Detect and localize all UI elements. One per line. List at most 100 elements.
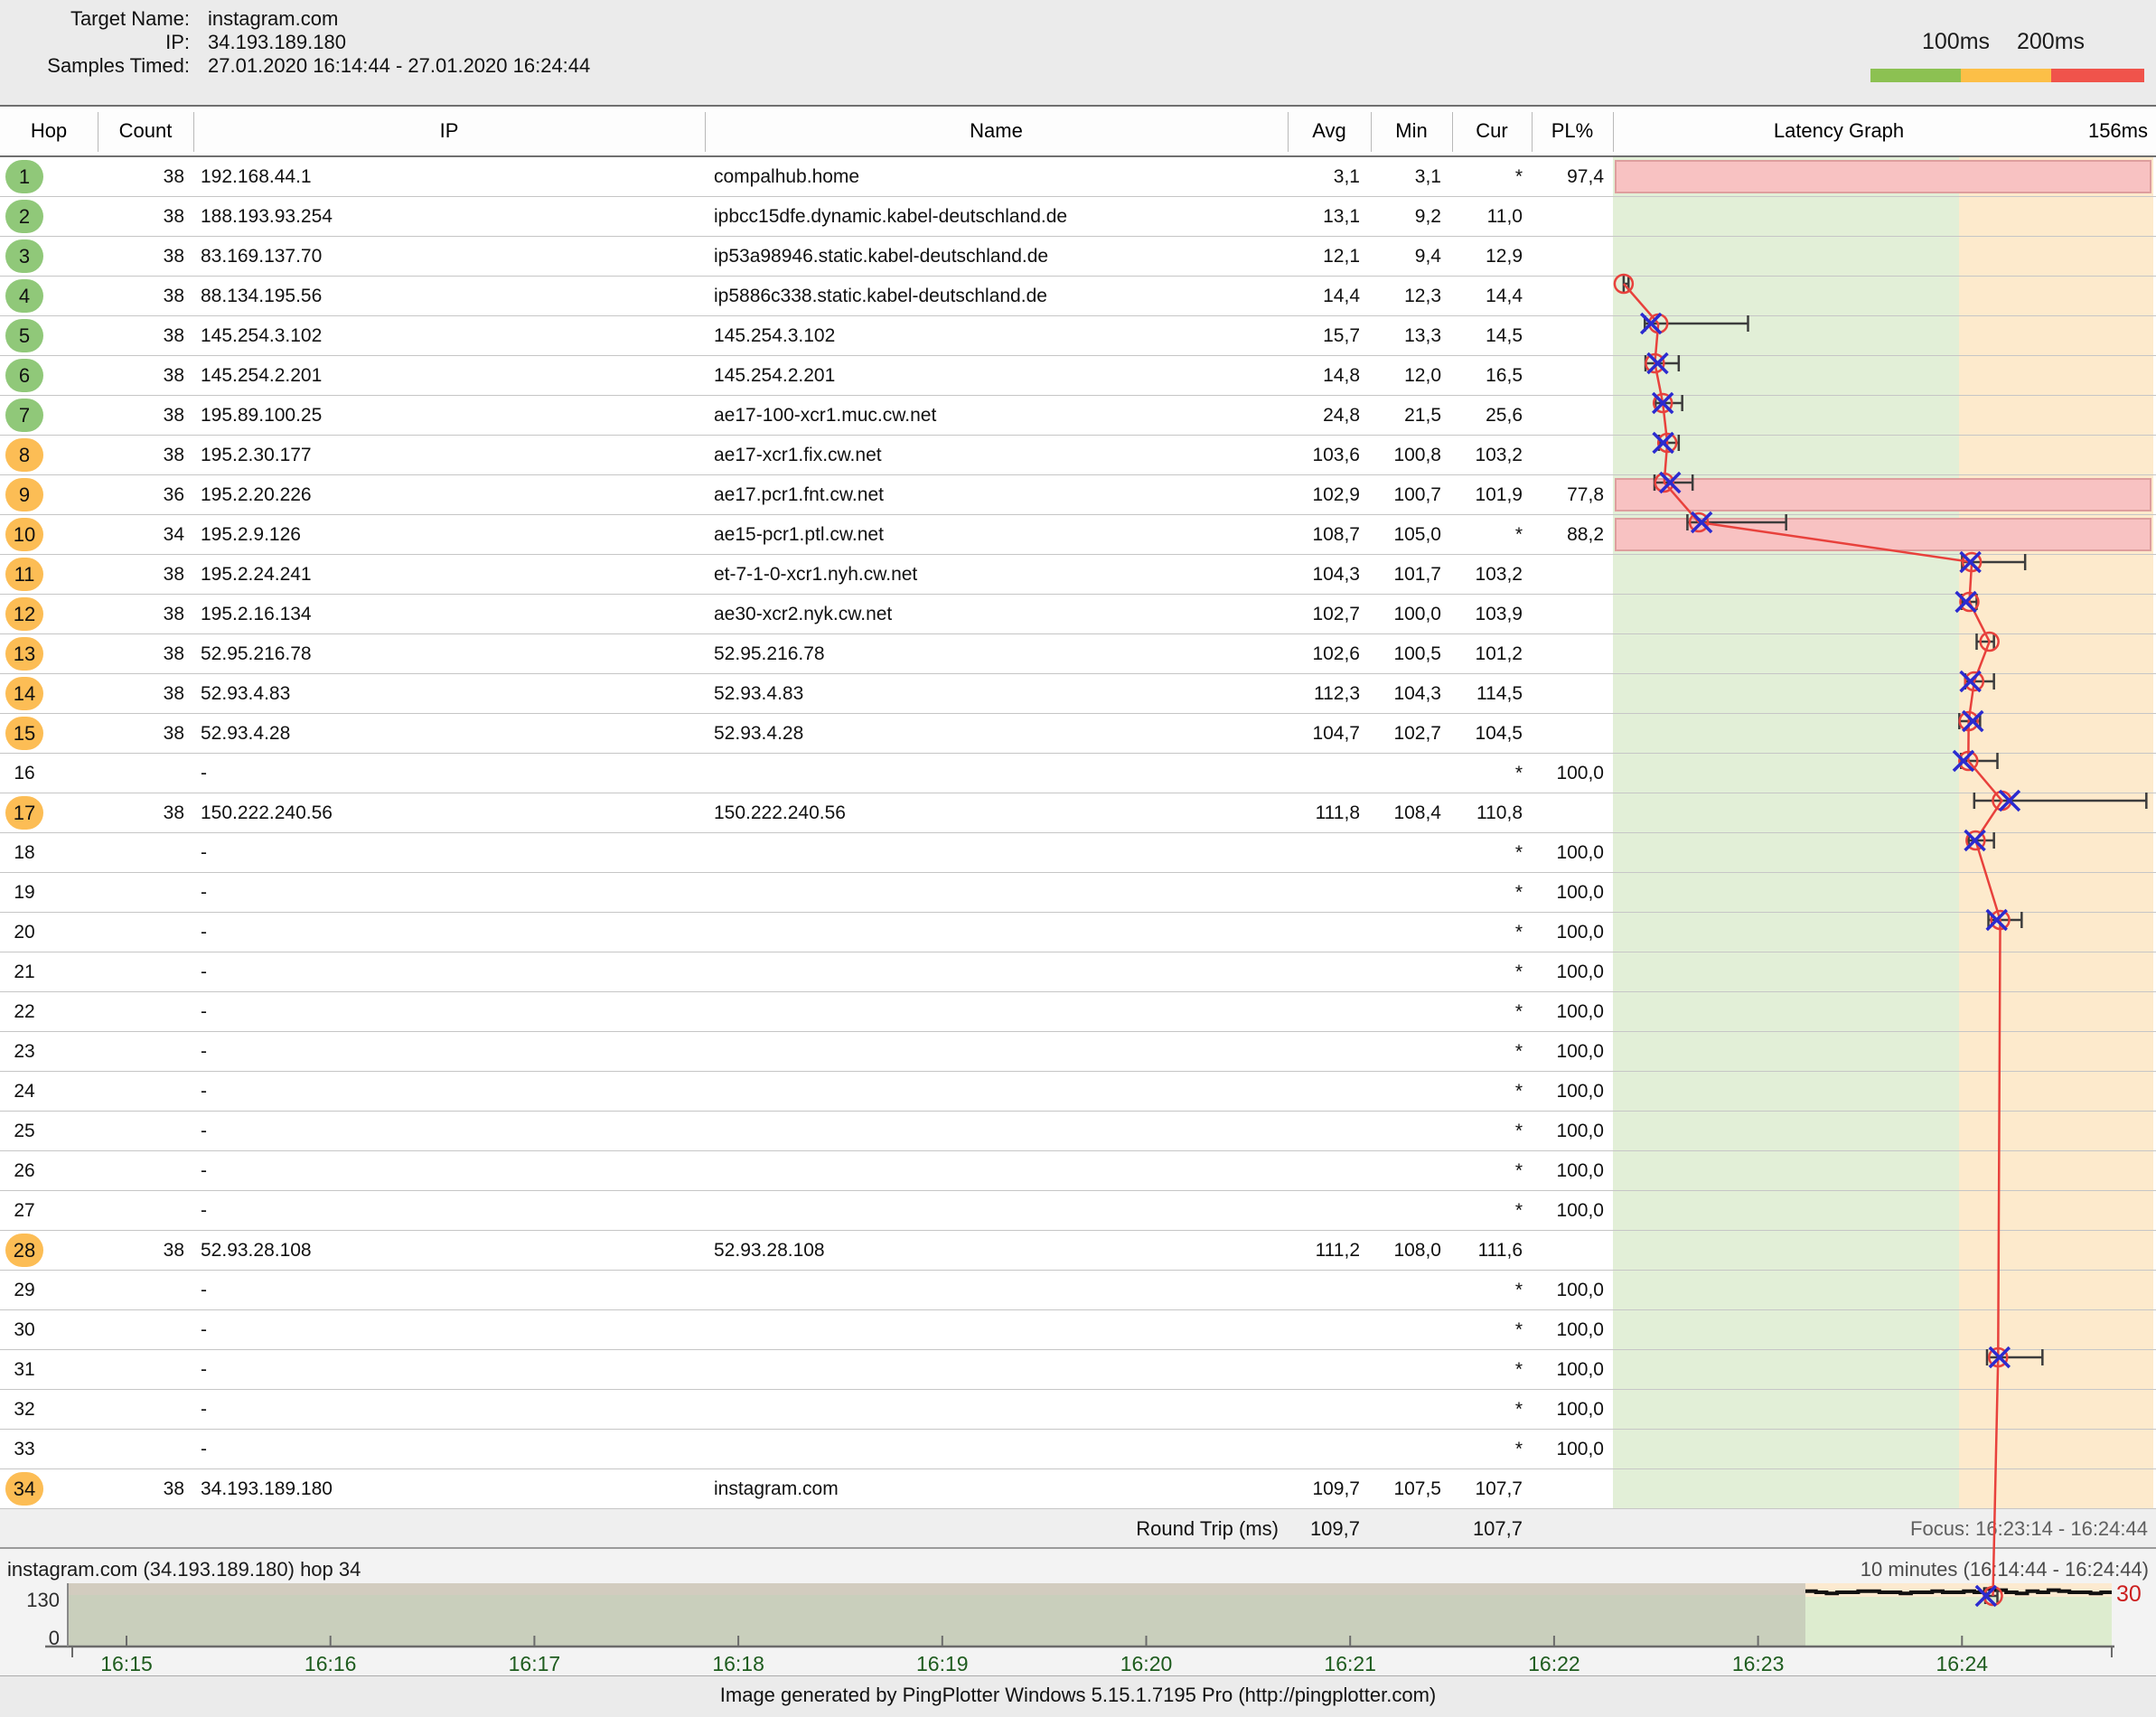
legend-yellow-segment: [1961, 69, 2051, 82]
trace-row-hop-25[interactable]: 25 - * 100,0: [0, 1112, 2156, 1151]
target-name-value: instagram.com: [208, 7, 339, 30]
col-header-ip[interactable]: IP: [439, 119, 459, 142]
cell-ip: 195.2.24.241: [201, 564, 312, 585]
trace-row-hop-17[interactable]: 17 38 150.222.240.56 150.222.240.56 111,8 108…: [0, 793, 2156, 833]
trace-row-hop-32[interactable]: 32 - * 100,0: [0, 1390, 2156, 1430]
trace-row-hop-21[interactable]: 21 - * 100,0: [0, 952, 2156, 992]
cell-count: [98, 992, 184, 1031]
cell-avg: 102,9: [1312, 484, 1360, 505]
trace-row-hop-6[interactable]: 6 38 145.254.2.201 145.254.2.201 14,8 12,0 16,…: [0, 356, 2156, 396]
cell-count: 34: [163, 524, 184, 545]
trace-row-hop-31[interactable]: 31 - * 100,0: [0, 1350, 2156, 1390]
trace-row-hop-10[interactable]: 10 34 195.2.9.126 ae15-pcr1.ptl.cw.net 108,7…: [0, 515, 2156, 555]
cell-cur: 104,5: [1475, 723, 1523, 744]
trace-row-hop-18[interactable]: 18 - * 100,0: [0, 833, 2156, 873]
trace-row-hop-1[interactable]: 1 38 192.168.44.1 compalhub.home 3,1 3,1 * 97,4: [0, 157, 2156, 197]
cell-min: 100,5: [1393, 643, 1441, 664]
trace-row-hop-22[interactable]: 22 - * 100,0: [0, 992, 2156, 1032]
trace-row-hop-28[interactable]: 28 38 52.93.28.108 52.93.28.108 111,2 108,0 11…: [0, 1231, 2156, 1271]
trace-row-hop-23[interactable]: 23 - * 100,0: [0, 1032, 2156, 1072]
cell-avg: [1279, 754, 1360, 793]
cell-pl: 100,0: [1556, 1439, 1604, 1459]
cell-ip: -: [201, 1359, 207, 1380]
col-header-cur[interactable]: Cur: [1476, 119, 1508, 142]
col-header-pl[interactable]: PL%: [1551, 119, 1594, 142]
cell-count: 38: [163, 604, 184, 624]
trace-row-hop-15[interactable]: 15 38 52.93.4.28 52.93.4.28 104,7 102,7 104,5: [0, 714, 2156, 754]
cell-cur: 103,2: [1475, 445, 1523, 465]
cell-ip: -: [201, 962, 207, 982]
cell-avg: [1279, 992, 1360, 1031]
col-header-min[interactable]: Min: [1395, 119, 1428, 142]
trace-row-hop-24[interactable]: 24 - * 100,0: [0, 1072, 2156, 1112]
trace-row-hop-27[interactable]: 27 - * 100,0: [0, 1191, 2156, 1231]
trace-row-hop-11[interactable]: 11 38 195.2.24.241 et-7-1-0-xcr1.nyh.cw.net…: [0, 555, 2156, 595]
hop-badge: 28: [5, 1234, 43, 1267]
hop-badge: 7: [5, 399, 43, 432]
trace-row-hop-16[interactable]: 16 - * 100,0: [0, 754, 2156, 793]
cell-min: [1362, 1310, 1441, 1349]
trace-row-hop-13[interactable]: 13 38 52.95.216.78 52.95.216.78 102,6 100,5 10…: [0, 634, 2156, 674]
hop-badge: 9: [5, 478, 43, 511]
target-name-line: Target Name: instagram.com: [0, 7, 633, 33]
cell-avg: [1279, 1151, 1360, 1190]
trace-row-hop-8[interactable]: 8 38 195.2.30.177 ae17-xcr1.fix.cw.net 103,6…: [0, 436, 2156, 475]
trace-row-hop-2[interactable]: 2 38 188.193.93.254 ipbcc15dfe.dynamic.kabe…: [0, 197, 2156, 237]
trace-row-hop-5[interactable]: 5 38 145.254.3.102 145.254.3.102 15,7 13,3 14,…: [0, 316, 2156, 356]
cell-min: 12,3: [1404, 286, 1441, 306]
timeline-unfocused-region[interactable]: [68, 1583, 1805, 1647]
cell-pl: [1524, 237, 1604, 276]
trace-row-hop-12[interactable]: 12 38 195.2.16.134 ae30-xcr2.nyk.cw.net 102,…: [0, 595, 2156, 634]
cell-cur: 103,9: [1475, 604, 1523, 624]
cell-pl: [1524, 277, 1604, 315]
hop-number: 27: [14, 1200, 35, 1221]
cell-count: [98, 1390, 184, 1429]
cell-cur: 12,9: [1486, 246, 1523, 267]
cell-count: [98, 754, 184, 793]
trace-row-hop-34[interactable]: 34 38 34.193.189.180 instagram.com 109,7 107,…: [0, 1469, 2156, 1509]
col-header-hop[interactable]: Hop: [30, 119, 68, 142]
cell-avg: [1279, 833, 1360, 872]
cell-pl: 100,0: [1556, 1280, 1604, 1300]
cell-ip: -: [201, 882, 207, 903]
hop-number: 29: [14, 1280, 35, 1300]
trace-row-hop-30[interactable]: 30 - * 100,0: [0, 1310, 2156, 1350]
col-header-count[interactable]: Count: [118, 119, 173, 142]
cell-name: 145.254.3.102: [714, 325, 836, 346]
cell-min: 108,0: [1393, 1240, 1441, 1261]
trace-row-hop-7[interactable]: 7 38 195.89.100.25 ae17-100-xcr1.muc.cw.net…: [0, 396, 2156, 436]
cell-cur: *: [1514, 882, 1523, 903]
trace-row-hop-3[interactable]: 3 38 83.169.137.70 ip53a98946.static.kabel-…: [0, 237, 2156, 277]
trace-row-hop-33[interactable]: 33 - * 100,0: [0, 1430, 2156, 1469]
trace-row-hop-14[interactable]: 14 38 52.93.4.83 52.93.4.83 112,3 104,3 114,5: [0, 674, 2156, 714]
focus-range-label: Focus: 16:23:14 - 16:24:44: [1910, 1517, 2148, 1540]
hop-badge: 12: [5, 597, 43, 631]
hop-number: 23: [14, 1041, 35, 1062]
target-ip-label: IP:: [165, 31, 190, 53]
hop-number: 21: [14, 962, 35, 982]
cell-count: 38: [163, 683, 184, 704]
cell-avg: 104,3: [1312, 564, 1360, 585]
col-header-avg[interactable]: Avg: [1312, 119, 1346, 142]
timeline-ymax-label: 130: [26, 1589, 60, 1611]
hop-badge: 8: [5, 438, 43, 472]
trace-row-hop-4[interactable]: 4 38 88.134.195.56 ip5886c338.static.kabel-…: [0, 277, 2156, 316]
cell-pl: 100,0: [1556, 1160, 1604, 1181]
trace-row-hop-26[interactable]: 26 - * 100,0: [0, 1151, 2156, 1191]
cell-min: 100,7: [1393, 484, 1441, 505]
hop-badge: 17: [5, 796, 43, 830]
cell-cur: 14,5: [1486, 325, 1523, 346]
col-header-name[interactable]: Name: [970, 119, 1023, 142]
cell-ip: 195.2.30.177: [201, 445, 312, 465]
cell-pl: 97,4: [1567, 166, 1604, 187]
cell-cur: 101,2: [1475, 643, 1523, 664]
cell-count: [98, 952, 184, 991]
col-header-latency-graph[interactable]: Latency Graph: [1773, 119, 1905, 142]
trace-row-hop-20[interactable]: 20 - * 100,0: [0, 913, 2156, 952]
trace-row-hop-9[interactable]: 9 36 195.2.20.226 ae17.pcr1.fnt.cw.net 102,9…: [0, 475, 2156, 515]
trace-row-hop-29[interactable]: 29 - * 100,0: [0, 1271, 2156, 1310]
cell-cur: *: [1514, 1081, 1523, 1102]
cell-cur: *: [1514, 1160, 1523, 1181]
trace-row-hop-19[interactable]: 19 - * 100,0: [0, 873, 2156, 913]
cell-name: [714, 754, 1274, 793]
